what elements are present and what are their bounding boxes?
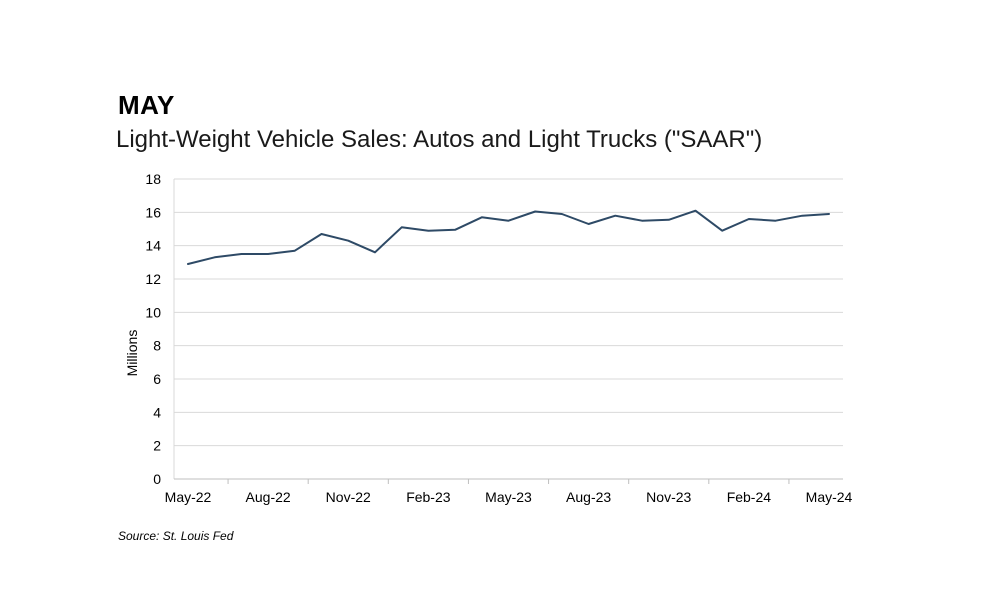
x-tick-label: Aug-22 <box>246 489 291 505</box>
series-line-0 <box>187 209 830 265</box>
x-tick-label: Nov-22 <box>326 489 371 505</box>
y-tick-label: 16 <box>145 204 161 220</box>
x-tick-label: May-24 <box>806 489 853 505</box>
source-note: Source: St. Louis Fed <box>118 529 234 543</box>
gridlines <box>174 178 843 447</box>
month-heading: MAY <box>118 90 175 120</box>
y-tick-labels: 0 2 4 6 8 10 12 14 16 18 <box>145 171 161 487</box>
x-tick-label: May-22 <box>165 489 212 505</box>
series-lines <box>187 209 830 265</box>
x-tick-label: May-23 <box>485 489 532 505</box>
axes <box>173 179 843 484</box>
x-tick-label: Aug-23 <box>566 489 611 505</box>
x-tick-labels: May-22 Aug-22 Nov-22 Feb-23 May-23 Aug-23 Nov-… <box>165 489 853 505</box>
y-tick-label: 18 <box>145 171 161 187</box>
y-tick-label: 4 <box>153 404 161 420</box>
y-tick-label: 8 <box>153 338 161 354</box>
y-tick-label: 14 <box>145 238 161 254</box>
chart-title: Light-Weight Vehicle Sales: Autos and Li… <box>116 126 763 153</box>
x-tick-label: Feb-24 <box>727 489 772 505</box>
y-tick-label: 0 <box>153 471 161 487</box>
y-tick-label: 12 <box>145 271 161 287</box>
x-tick-label: Nov-23 <box>646 489 691 505</box>
y-tick-label: 6 <box>153 371 161 387</box>
y-tick-label: 2 <box>153 438 161 454</box>
y-tick-label: 10 <box>145 304 161 320</box>
x-tick-label: Feb-23 <box>406 489 451 505</box>
y-axis-label: Millions <box>124 330 140 377</box>
